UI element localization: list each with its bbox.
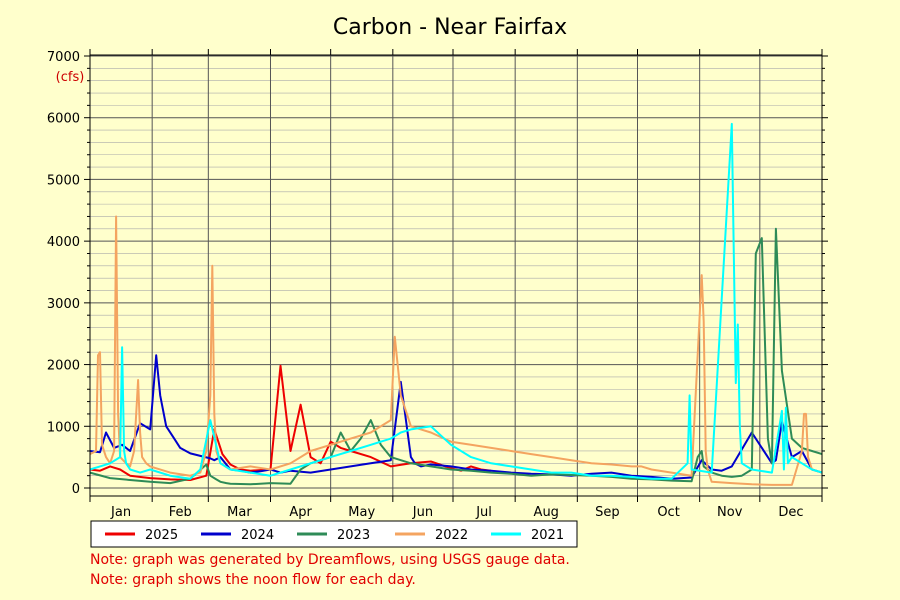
series-line-2024 [89, 354, 823, 480]
month-label: Jul [475, 505, 492, 520]
month-label: Apr [289, 505, 312, 520]
month-label: Mar [227, 505, 252, 520]
y-tick-label: 5000 [47, 173, 80, 188]
series-lines [89, 122, 823, 486]
series-line-2023 [89, 227, 823, 486]
legend-label-2021: 2021 [531, 528, 564, 543]
month-label: Sep [595, 505, 620, 520]
legend-label-2022: 2022 [435, 528, 468, 543]
legend-label-2025: 2025 [145, 528, 178, 543]
month-label: Jan [110, 505, 131, 520]
legend: 2025 2024 2023 2022 2021 [90, 520, 578, 548]
y-tick-label: 1000 [47, 420, 80, 435]
y-tick-label: 2000 [47, 359, 80, 374]
note-noon-flow: Note: graph shows the noon flow for each… [90, 572, 416, 588]
legend-label-2024: 2024 [241, 528, 274, 543]
month-label: May [348, 505, 375, 520]
month-label: Dec [778, 505, 803, 520]
axis-ticks: 0 1000 2000 3000 4000 5000 6000 7000 Jan Feb Mar Ap… [47, 49, 828, 520]
y-tick-label: 7000 [47, 50, 80, 65]
month-label: Jun [412, 505, 433, 520]
month-label: Oct [657, 505, 679, 520]
y-tick-label: 4000 [47, 235, 80, 250]
series-line-2025 [89, 364, 492, 481]
y-axis-unit-label: (cfs) [56, 70, 85, 85]
series-line-2022 [89, 215, 823, 486]
month-label: Nov [717, 505, 743, 520]
month-label: Feb [169, 505, 192, 520]
series-line-2021 [89, 122, 823, 480]
grid-lines [90, 55, 822, 496]
y-tick-label: 0 [72, 482, 80, 497]
legend-label-2023: 2023 [337, 528, 370, 543]
month-label: Aug [534, 505, 559, 520]
plot-frame [89, 54, 823, 497]
chart-title: Carbon - Near Fairfax [333, 15, 567, 40]
y-tick-label: 3000 [47, 297, 80, 312]
note-data-source: Note: graph was generated by Dreamflows,… [90, 552, 570, 568]
y-tick-label: 6000 [47, 112, 80, 127]
